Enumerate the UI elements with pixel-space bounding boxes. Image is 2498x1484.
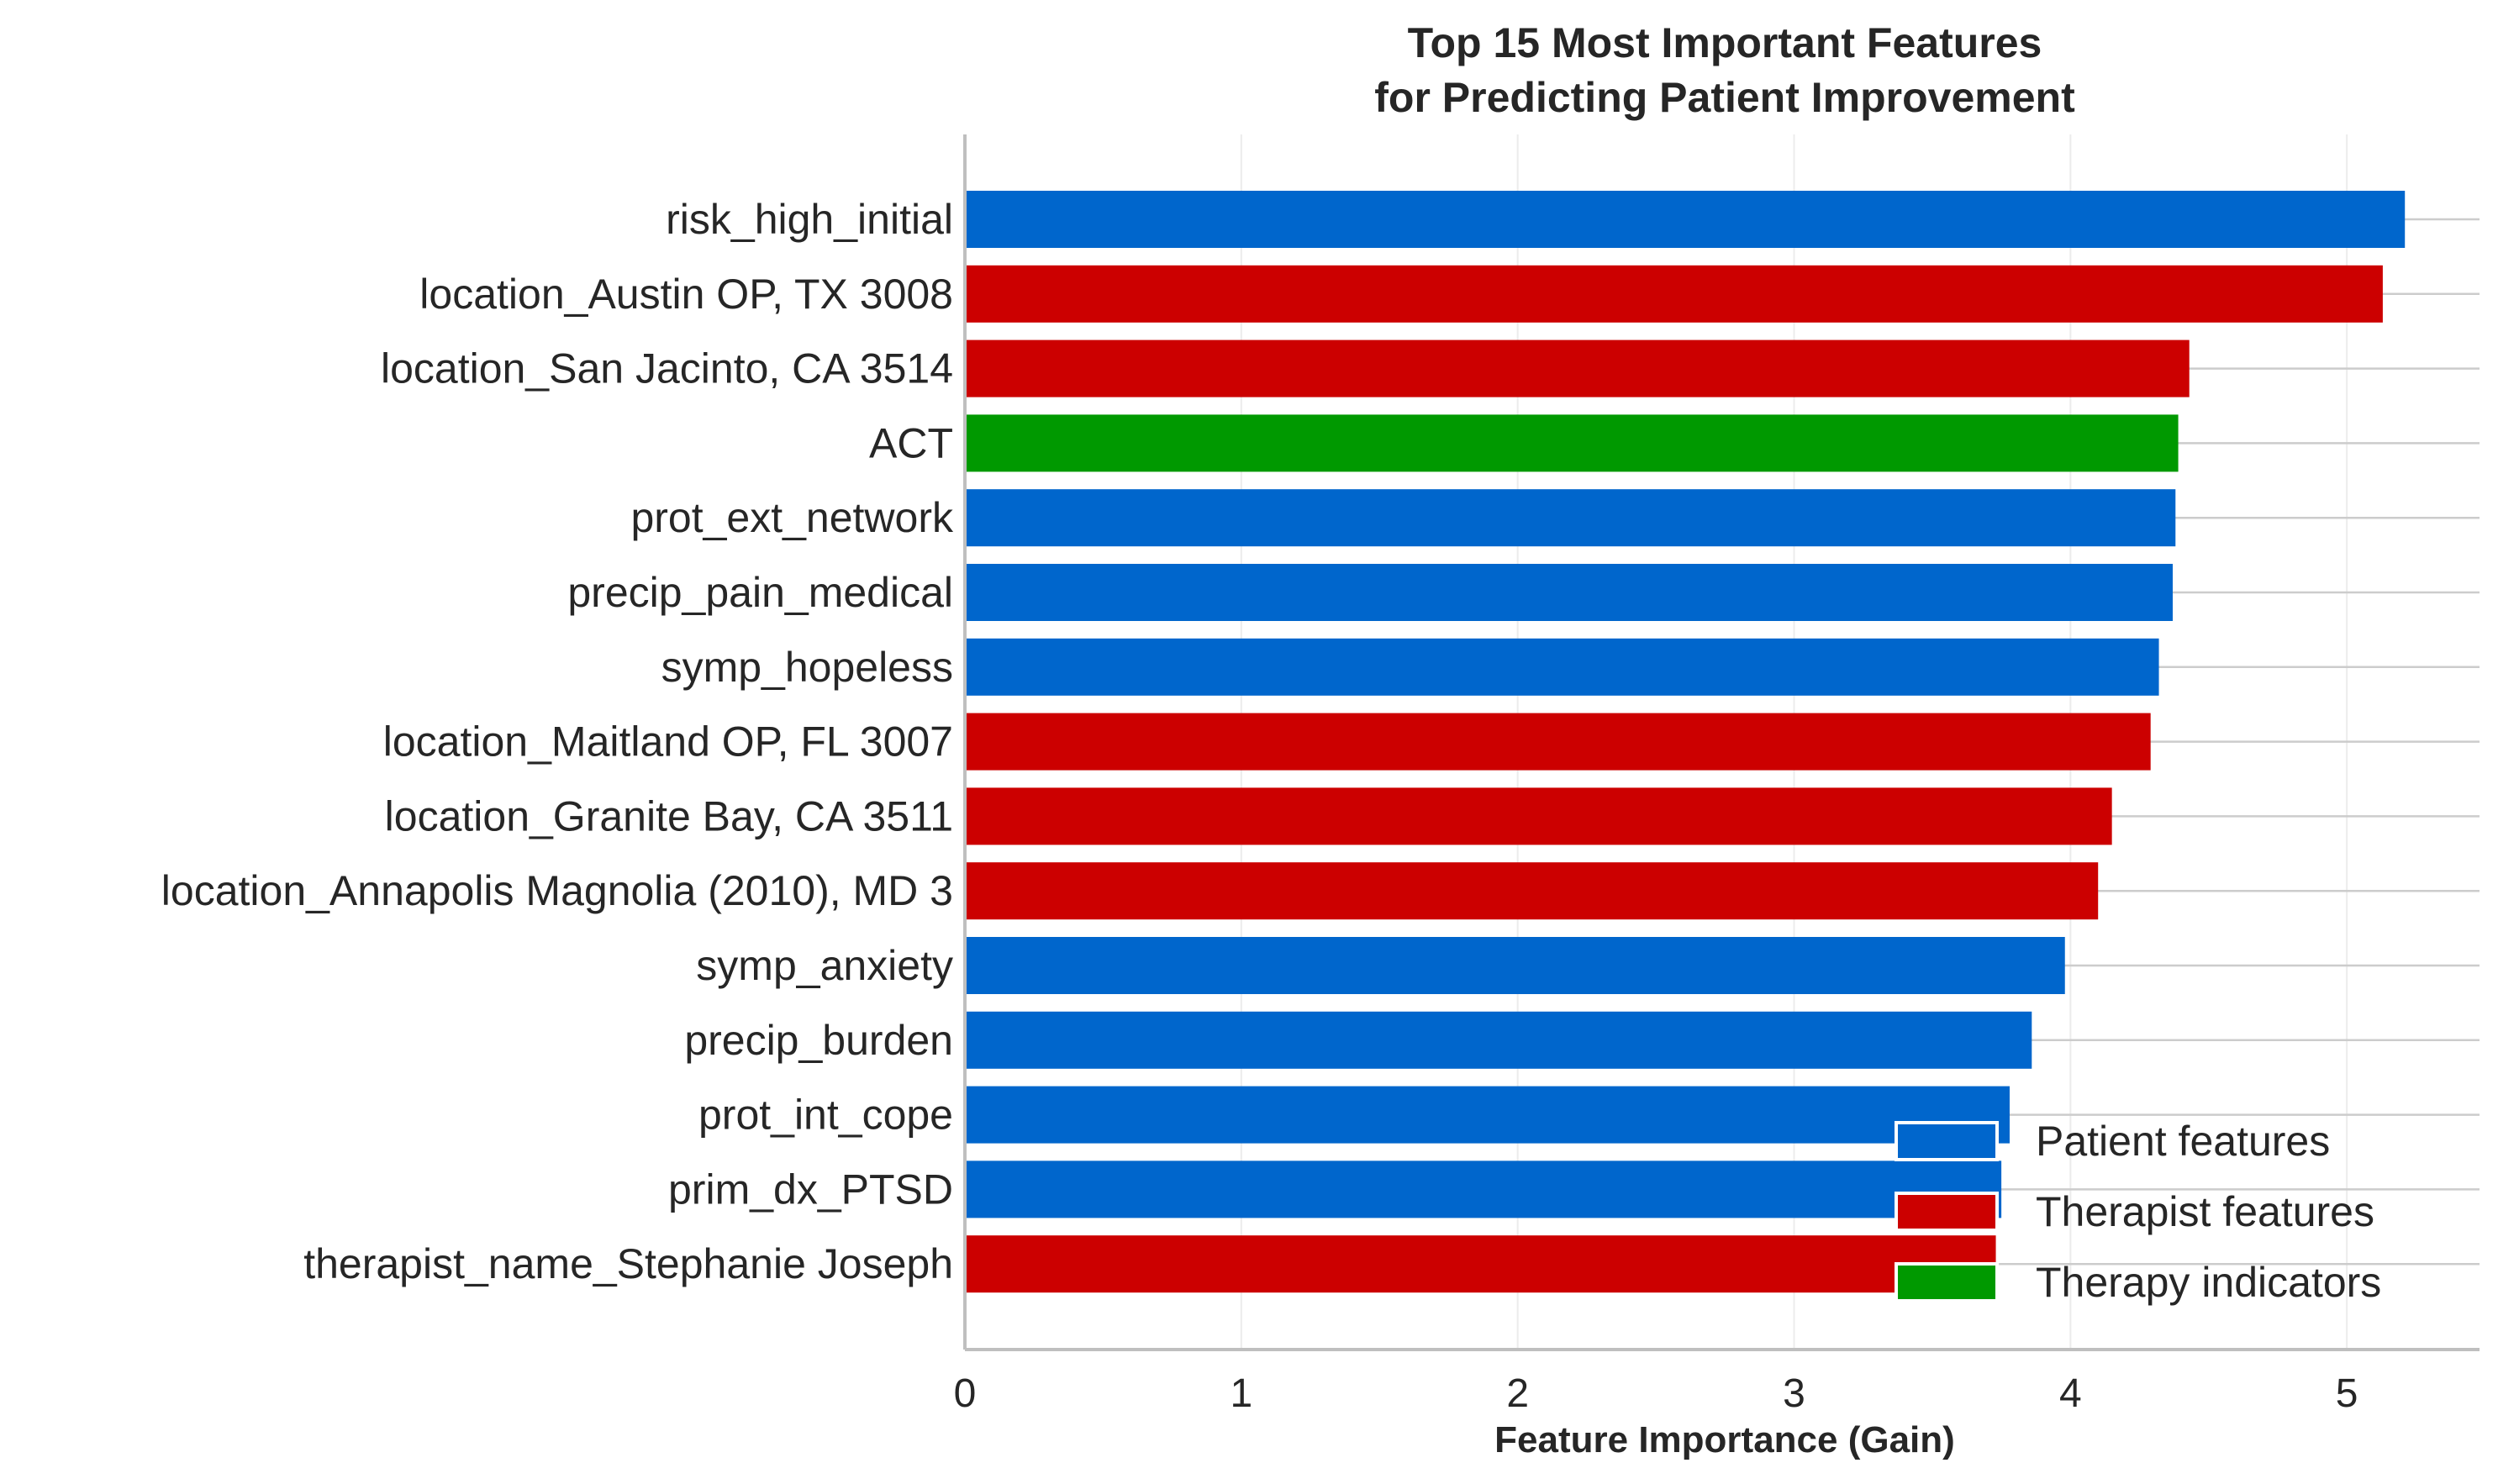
- legend-swatch-therapy: [1895, 1262, 1999, 1302]
- chart-title-line-2: for Predicting Patient Improvement: [1374, 74, 2075, 121]
- legend-label-patient: Patient features: [2036, 1118, 2330, 1165]
- bars: [965, 191, 2406, 1293]
- x-tick-label: 5: [2336, 1371, 2358, 1416]
- x-tick-label: 3: [1783, 1371, 1805, 1416]
- y-tick-label: ACT: [869, 419, 953, 466]
- y-tick-label: symp_anxiety: [696, 942, 953, 989]
- bar: [965, 191, 2406, 248]
- y-tick-label: location_Austin OP, TX 3008: [419, 271, 953, 318]
- bar: [965, 1160, 2002, 1218]
- y-tick-label: prot_ext_network: [630, 494, 954, 541]
- legend-label-therapist: Therapist features: [2036, 1188, 2374, 1235]
- bar: [965, 1086, 2010, 1144]
- bar: [965, 937, 2065, 994]
- legend-swatch-therapist: [1895, 1192, 1999, 1232]
- bar: [965, 713, 2151, 771]
- x-tick-label: 4: [2059, 1371, 2082, 1416]
- legend-swatch-patient: [1895, 1121, 1999, 1161]
- bar: [965, 564, 2173, 621]
- bar: [965, 1011, 2032, 1069]
- y-tick-label: location_San Jacinto, CA 3514: [381, 345, 953, 392]
- x-tick-label: 2: [1506, 1371, 1529, 1416]
- bar: [965, 414, 2179, 472]
- x-tick-label: 0: [954, 1371, 977, 1416]
- y-tick-label: location_Annapolis Magnolia (2010), MD 3: [161, 867, 953, 914]
- x-axis-label: Feature Importance (Gain): [1494, 1419, 1955, 1460]
- y-tick-labels: risk_high_initial location_Austin OP, TX …: [161, 196, 954, 1287]
- bar: [965, 339, 2190, 397]
- bar: [965, 489, 2176, 547]
- bar: [965, 862, 2099, 920]
- y-tick-label: therapist_name_Stephanie Joseph: [303, 1240, 953, 1287]
- y-tick-label: symp_hopeless: [661, 644, 953, 691]
- bar: [965, 1235, 1996, 1293]
- y-tick-label: risk_high_initial: [666, 196, 953, 243]
- y-tick-label: prim_dx_PTSD: [668, 1166, 953, 1213]
- y-tick-label: precip_burden: [684, 1017, 953, 1064]
- bar: [965, 265, 2383, 323]
- bar: [965, 787, 2112, 845]
- chart-title-line-1: Top 15 Most Important Features: [1408, 19, 2042, 66]
- legend: Patient features Therapist features Therap…: [1895, 1118, 2381, 1306]
- x-tick-labels: 0 1 2 3 4 5: [954, 1371, 2358, 1416]
- y-tick-label: prot_int_cope: [698, 1092, 953, 1139]
- bar: [965, 638, 2159, 696]
- legend-label-therapy: Therapy indicators: [2036, 1259, 2381, 1306]
- x-tick-label: 1: [1230, 1371, 1252, 1416]
- y-tick-label: location_Maitland OP, FL 3007: [383, 718, 953, 766]
- y-tick-label: location_Granite Bay, CA 3511: [385, 792, 953, 839]
- y-tick-label: precip_pain_medical: [567, 569, 953, 616]
